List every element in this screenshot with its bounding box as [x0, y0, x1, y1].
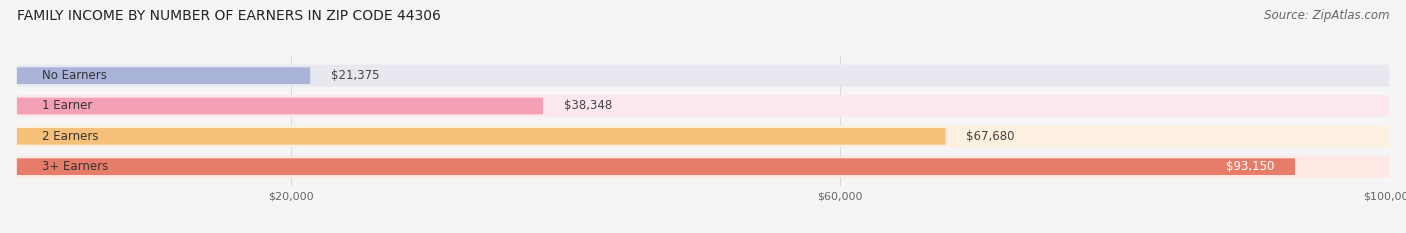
Text: 1 Earner: 1 Earner — [42, 99, 91, 113]
FancyBboxPatch shape — [17, 156, 1389, 178]
Text: $21,375: $21,375 — [330, 69, 380, 82]
Text: $67,680: $67,680 — [966, 130, 1015, 143]
Text: $93,150: $93,150 — [1226, 160, 1275, 173]
FancyBboxPatch shape — [17, 98, 543, 114]
Text: 3+ Earners: 3+ Earners — [42, 160, 108, 173]
Text: Source: ZipAtlas.com: Source: ZipAtlas.com — [1264, 9, 1389, 22]
FancyBboxPatch shape — [17, 65, 1389, 87]
Text: FAMILY INCOME BY NUMBER OF EARNERS IN ZIP CODE 44306: FAMILY INCOME BY NUMBER OF EARNERS IN ZI… — [17, 9, 440, 23]
Text: No Earners: No Earners — [42, 69, 107, 82]
FancyBboxPatch shape — [17, 67, 311, 84]
Text: 2 Earners: 2 Earners — [42, 130, 98, 143]
FancyBboxPatch shape — [17, 158, 1295, 175]
FancyBboxPatch shape — [17, 128, 946, 145]
Text: $38,348: $38,348 — [564, 99, 612, 113]
FancyBboxPatch shape — [17, 125, 1389, 147]
FancyBboxPatch shape — [17, 95, 1389, 117]
